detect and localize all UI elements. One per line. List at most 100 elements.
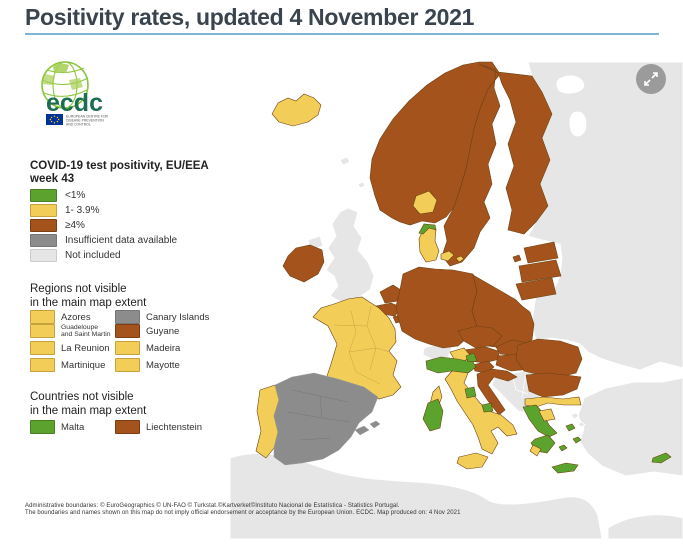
region-swatch-guyane bbox=[115, 324, 140, 338]
logo-subtitle-2: DISEASE PREVENTION bbox=[66, 119, 104, 123]
region-swatch-lareunion bbox=[30, 341, 55, 355]
map-ireland[interactable] bbox=[282, 244, 325, 283]
legend-item: Insufficient data available bbox=[30, 233, 177, 248]
expand-arrows-icon bbox=[644, 72, 658, 86]
legend-swatch-green bbox=[30, 189, 57, 202]
map-denmark-zealand bbox=[455, 255, 465, 263]
ecdc-logo-graphic: ecdc EUROPEAN CENTRE FOR DISEASE PREVENT… bbox=[41, 61, 109, 127]
expand-map-button[interactable] bbox=[636, 64, 666, 94]
country-swatch-liechtenstein bbox=[115, 420, 140, 434]
legend-label: 1- 3.9% bbox=[65, 205, 100, 216]
map-balearic-2 bbox=[369, 420, 381, 429]
legend-label: Guadeloupe and Saint Martin bbox=[61, 324, 111, 338]
legend-item: Martinique bbox=[30, 358, 105, 372]
map-germany[interactable] bbox=[395, 266, 478, 349]
europe-map[interactable] bbox=[229, 60, 683, 540]
regions-legend-title: Regions not visible in the main map exte… bbox=[30, 282, 146, 310]
map-croatia[interactable] bbox=[476, 368, 518, 416]
map-romania[interactable] bbox=[515, 338, 583, 378]
legend-item: Guadeloupe and Saint Martin bbox=[30, 324, 111, 338]
map-aegean-island bbox=[570, 412, 580, 420]
map-finland[interactable] bbox=[497, 71, 553, 235]
regions-legend: Azores Guadeloupe and Saint Martin La Reu… bbox=[30, 310, 240, 372]
region-swatch-azores bbox=[30, 310, 55, 324]
legend-label: Not included bbox=[65, 250, 121, 261]
map-africa-east bbox=[607, 514, 683, 540]
france-internal-borders bbox=[333, 305, 391, 385]
legend-label: Guyane bbox=[146, 325, 180, 337]
legend-label: Martinique bbox=[61, 359, 106, 371]
country-swatch-malta bbox=[30, 420, 55, 434]
regions-title-line2: in the main map extent bbox=[30, 297, 147, 309]
countries-legend: Malta Liechtenstein bbox=[30, 420, 240, 436]
map-attribution: Administrative boundaries: © EuroGeograp… bbox=[25, 503, 635, 517]
map-aegean-island bbox=[558, 444, 568, 452]
legend-swatch-brown bbox=[30, 219, 57, 232]
map-sweden[interactable] bbox=[441, 63, 501, 267]
legend-label: Mayotte bbox=[146, 359, 180, 371]
legend-item: 1- 3.9% bbox=[30, 203, 177, 218]
map-molise bbox=[481, 402, 494, 413]
map-aegean-island bbox=[572, 436, 582, 444]
eu-flag-icon bbox=[46, 114, 63, 125]
countries-title-line1: Countries not visible bbox=[30, 391, 134, 403]
legend-label: ≥4% bbox=[65, 220, 85, 231]
legend-item: Mayotte bbox=[115, 358, 180, 372]
legend-title-line1: COVID-19 test positivity, EU/EEA bbox=[30, 160, 209, 172]
legend-title-line2: week 43 bbox=[30, 173, 75, 185]
logo-subtitle-1: EUROPEAN CENTRE FOR bbox=[66, 115, 109, 119]
map-spain[interactable] bbox=[273, 372, 379, 466]
map-balearic-1 bbox=[354, 425, 370, 436]
legend-label: <1% bbox=[65, 190, 86, 201]
map-greece-thessaly bbox=[538, 408, 556, 422]
map-france[interactable] bbox=[312, 296, 402, 400]
map-peloponnese-west bbox=[529, 444, 542, 457]
balkans-internal-borders bbox=[511, 369, 537, 399]
legend-label: Insufficient data available bbox=[65, 235, 178, 246]
legend-item: Madeira bbox=[115, 341, 180, 355]
legend-item: Azores bbox=[30, 310, 91, 324]
legend-item: La Reunion bbox=[30, 341, 110, 355]
map-denmark-islands bbox=[440, 250, 455, 262]
legend-item: Liechtenstein bbox=[115, 420, 202, 434]
map-czechia[interactable] bbox=[457, 325, 503, 349]
map-lake-1 bbox=[556, 75, 585, 94]
regions-title-line1: Regions not visible bbox=[30, 283, 127, 295]
map-aegean-island bbox=[577, 421, 586, 428]
map-lithuania[interactable] bbox=[515, 277, 557, 301]
map-denmark-north bbox=[418, 223, 437, 235]
map-shetland bbox=[357, 181, 366, 189]
map-latvia[interactable] bbox=[518, 259, 562, 283]
map-united-kingdom[interactable] bbox=[325, 207, 375, 303]
attribution-line1: Administrative boundaries: © EuroGeograp… bbox=[25, 503, 400, 509]
map-norway-oslo-region[interactable] bbox=[412, 190, 438, 215]
map-iceland[interactable] bbox=[271, 93, 322, 127]
region-swatch-canary bbox=[115, 310, 140, 324]
legend-label: Canary Islands bbox=[146, 311, 210, 323]
map-italy-north[interactable] bbox=[425, 356, 477, 374]
map-italy-south[interactable] bbox=[444, 370, 518, 455]
legend-title: COVID-19 test positivity, EU/EEA week 43 bbox=[30, 160, 230, 186]
map-faroe-islands bbox=[339, 156, 351, 166]
map-austria-alps-region bbox=[465, 352, 478, 363]
legend-swatch-gray bbox=[30, 234, 57, 247]
map-estonia[interactable] bbox=[523, 241, 559, 264]
map-sicily[interactable] bbox=[456, 452, 489, 470]
europe-map-svg bbox=[229, 61, 683, 540]
legend-item: <1% bbox=[30, 188, 177, 203]
legend-label: Malta bbox=[61, 421, 85, 433]
legend-item: Malta bbox=[30, 420, 84, 434]
logo-subtitle-3: AND CONTROL bbox=[66, 123, 91, 127]
legend-label: Madeira bbox=[146, 342, 181, 354]
legend-swatch-lightgray bbox=[30, 249, 57, 262]
map-eastern-europe bbox=[527, 61, 683, 371]
map-bulgaria[interactable] bbox=[525, 372, 582, 398]
attribution-line2: The boundaries and names shown on this m… bbox=[25, 510, 461, 516]
legend-swatch-yellow bbox=[30, 204, 57, 217]
map-crete bbox=[551, 462, 579, 474]
ecdc-logo: ecdc EUROPEAN CENTRE FOR DISEASE PREVENT… bbox=[33, 60, 121, 133]
map-sardinia[interactable] bbox=[422, 398, 444, 432]
map-africa bbox=[229, 453, 603, 540]
map-cyprus[interactable] bbox=[651, 452, 672, 464]
map-greece-west[interactable] bbox=[522, 404, 558, 438]
